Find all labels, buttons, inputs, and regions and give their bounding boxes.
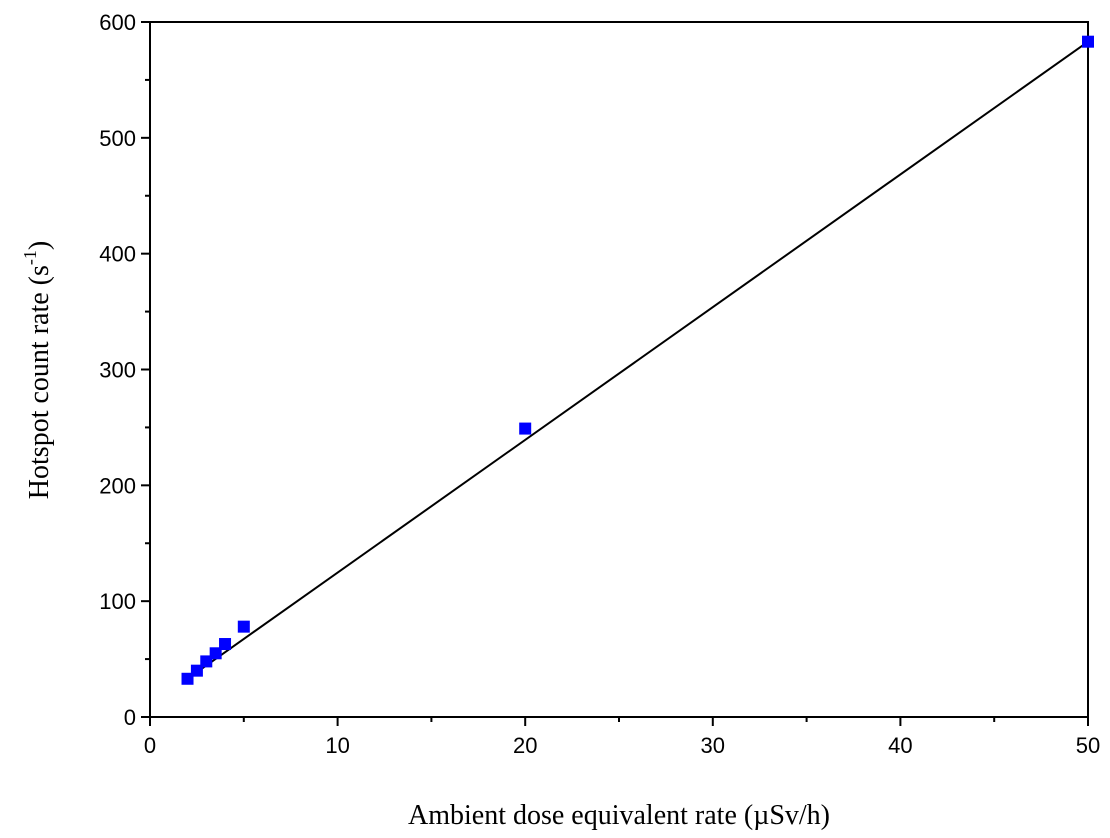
x-axis-title: Ambient dose equivalent rate (µSv/h) [408, 800, 830, 831]
x-tick-label: 0 [144, 733, 156, 758]
axis-ticks [141, 21, 1089, 726]
data-point [519, 422, 532, 435]
y-axis-title: Hotspot count rate (s-1) [20, 241, 55, 499]
y-tick-label: 600 [99, 10, 136, 35]
y-tick-label: 500 [99, 126, 136, 151]
data-point [219, 638, 232, 651]
x-tick-label: 50 [1076, 733, 1100, 758]
data-point [1082, 35, 1094, 48]
x-tick-label: 20 [513, 733, 537, 758]
y-tick-label: 200 [99, 473, 136, 498]
data-point [190, 664, 203, 677]
data-point [237, 620, 250, 633]
data-point [200, 655, 213, 668]
x-tick-label: 30 [701, 733, 725, 758]
y-tick-label: 100 [99, 589, 136, 614]
y-tick-label: 0 [124, 705, 136, 730]
y-tick-label: 300 [99, 358, 136, 383]
y-axis-title-close: ) [24, 241, 55, 250]
y-axis-title-main: Hotspot count rate (s [24, 265, 55, 499]
y-axis-title-superscript: -1 [20, 250, 40, 265]
data-points [181, 35, 1094, 685]
data-point [209, 647, 222, 660]
x-tick-label: 40 [888, 733, 912, 758]
y-tick-label: 400 [99, 242, 136, 267]
x-tick-label: 10 [325, 733, 349, 758]
fit-line [186, 40, 1089, 680]
plot-frame [149, 21, 1089, 718]
data-point [181, 672, 194, 685]
